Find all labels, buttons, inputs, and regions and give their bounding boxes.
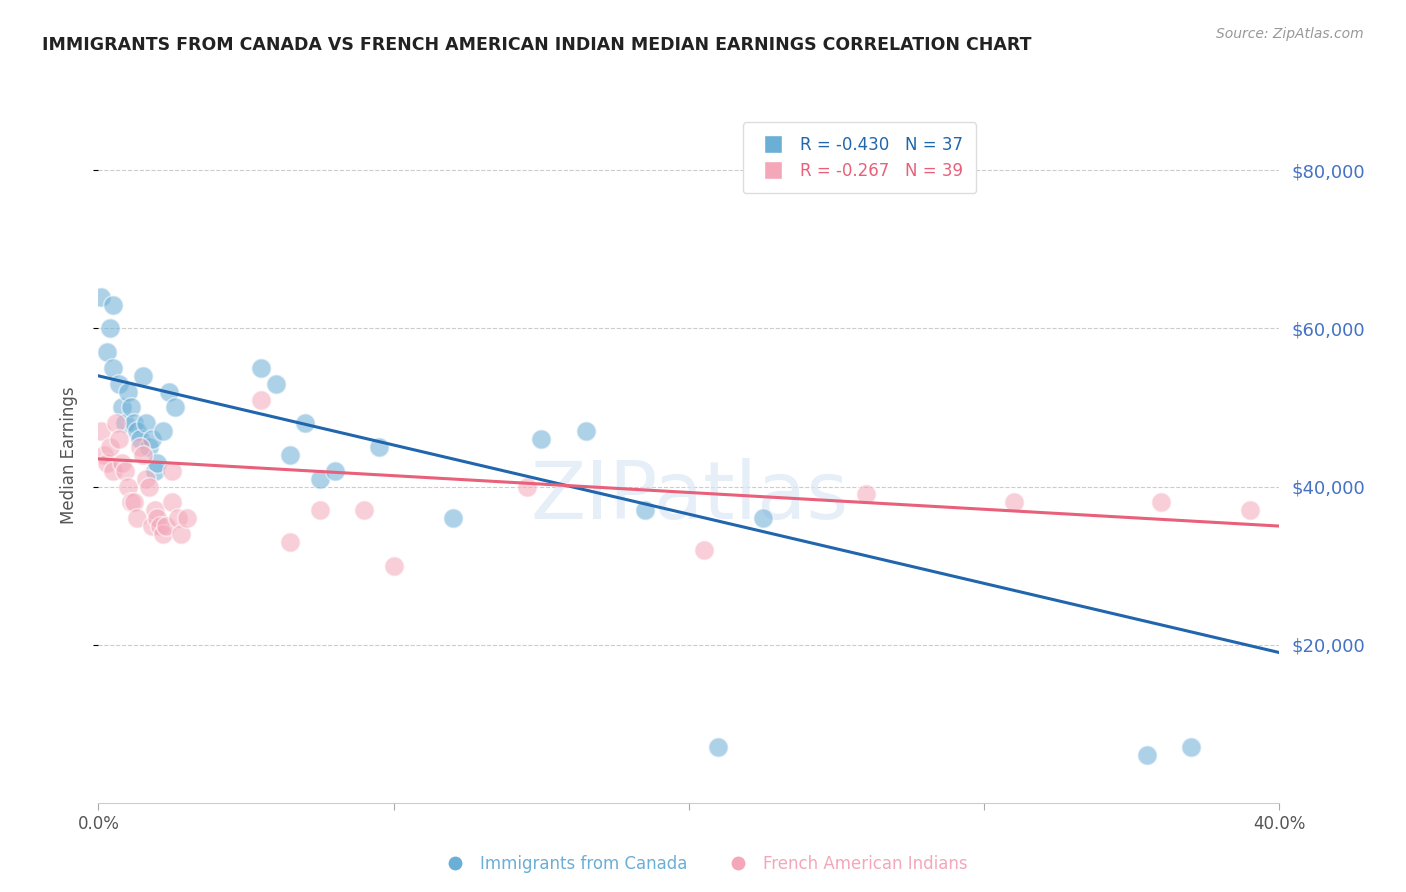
Point	[278, 448, 302, 462]
Point	[120, 401, 142, 415]
Point	[114, 417, 136, 431]
Point	[1135, 748, 1157, 763]
Point	[152, 424, 174, 438]
Point	[368, 440, 391, 454]
Point	[382, 558, 405, 573]
Point	[96, 345, 118, 359]
Point	[294, 417, 316, 431]
Point	[128, 440, 150, 454]
Point	[138, 479, 160, 493]
Point	[1002, 495, 1025, 509]
Legend: Immigrants from Canada, French American Indians: Immigrants from Canada, French American …	[432, 848, 974, 880]
Point	[96, 456, 118, 470]
Point	[1180, 740, 1202, 755]
Point	[141, 432, 163, 446]
Point	[162, 495, 183, 509]
Point	[170, 527, 193, 541]
Point	[515, 479, 537, 493]
Point	[90, 424, 112, 438]
Point	[128, 432, 150, 446]
Point	[105, 417, 128, 431]
Point	[141, 519, 163, 533]
Point	[125, 424, 148, 438]
Point	[122, 417, 145, 431]
Point	[122, 495, 145, 509]
Point	[264, 376, 287, 391]
Point	[176, 511, 198, 525]
Point	[103, 361, 125, 376]
Point	[707, 740, 730, 755]
Point	[441, 511, 464, 525]
Point	[120, 495, 142, 509]
Point	[353, 503, 375, 517]
Point	[98, 321, 121, 335]
Point	[98, 440, 121, 454]
Point	[633, 503, 655, 517]
Text: Source: ZipAtlas.com: Source: ZipAtlas.com	[1216, 27, 1364, 41]
Point	[693, 542, 716, 557]
Point	[250, 361, 273, 376]
Point	[114, 464, 136, 478]
Point	[93, 448, 115, 462]
Point	[143, 464, 166, 478]
Point	[574, 424, 596, 438]
Point	[108, 376, 131, 391]
Point	[117, 479, 139, 493]
Point	[143, 503, 166, 517]
Point	[103, 298, 125, 312]
Point	[90, 290, 112, 304]
Legend: R = -0.430   N = 37, R = -0.267   N = 39: R = -0.430 N = 37, R = -0.267 N = 39	[742, 122, 976, 194]
Point	[165, 401, 187, 415]
Point	[132, 368, 155, 383]
Point	[309, 503, 332, 517]
Point	[162, 464, 183, 478]
Y-axis label: Median Earnings: Median Earnings	[59, 386, 77, 524]
Point	[250, 392, 273, 407]
Point	[132, 448, 155, 462]
Point	[167, 511, 190, 525]
Point	[530, 432, 553, 446]
Point	[309, 472, 332, 486]
Point	[149, 519, 172, 533]
Point	[111, 401, 134, 415]
Text: IMMIGRANTS FROM CANADA VS FRENCH AMERICAN INDIAN MEDIAN EARNINGS CORRELATION CHA: IMMIGRANTS FROM CANADA VS FRENCH AMERICA…	[42, 36, 1032, 54]
Point	[751, 511, 773, 525]
Point	[125, 511, 148, 525]
Point	[146, 511, 169, 525]
Point	[146, 456, 169, 470]
Point	[278, 535, 302, 549]
Point	[855, 487, 877, 501]
Point	[1239, 503, 1261, 517]
Point	[138, 440, 160, 454]
Point	[117, 384, 139, 399]
Point	[108, 432, 131, 446]
Point	[152, 527, 174, 541]
Point	[155, 519, 177, 533]
Point	[323, 464, 346, 478]
Point	[111, 456, 134, 470]
Point	[1150, 495, 1173, 509]
Point	[135, 472, 157, 486]
Point	[103, 464, 125, 478]
Point	[135, 417, 157, 431]
Point	[157, 384, 180, 399]
Text: ZIPatlas: ZIPatlas	[530, 458, 848, 536]
